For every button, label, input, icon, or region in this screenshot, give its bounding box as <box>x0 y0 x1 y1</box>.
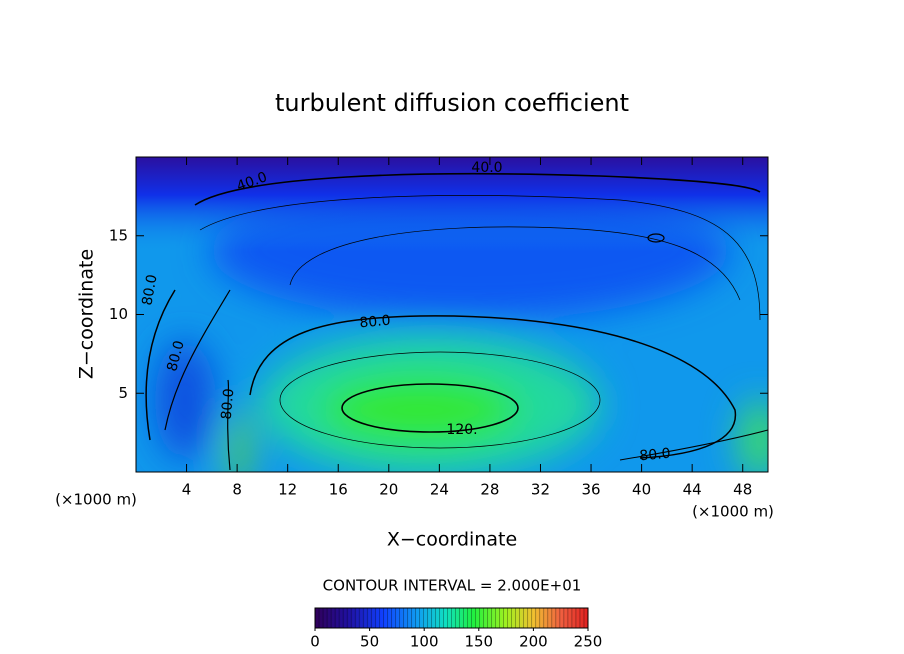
x-tick-label: 24 <box>430 481 449 499</box>
contour-lines <box>145 172 768 471</box>
x-tick-label: 40 <box>632 481 651 499</box>
y-axis-label: Z−coordinate <box>76 249 98 379</box>
x-axis-unit: (×1000 m) <box>692 503 774 521</box>
contour-label: 120. <box>446 422 477 438</box>
contour-label: 80.0 <box>164 339 188 373</box>
x-tick-label: 8 <box>232 481 242 499</box>
x-axis-unit: (×1000 m) <box>55 491 137 509</box>
x-tick-label: 16 <box>329 481 348 499</box>
x-tick-label: 4 <box>182 481 192 499</box>
x-tick-label: 28 <box>480 481 499 499</box>
contour-label: 80.0 <box>359 313 391 332</box>
colorbar-tick-label: 250 <box>574 633 603 651</box>
y-tick-label: 5 <box>118 384 128 402</box>
x-axis-label: X−coordinate <box>387 529 517 551</box>
contour-label: 80.0 <box>219 388 238 420</box>
x-tick-label: 20 <box>379 481 398 499</box>
x-tick-label: 48 <box>733 481 752 499</box>
colorbar-tick-label: 200 <box>519 633 548 651</box>
x-tick-label: 12 <box>278 481 297 499</box>
contour-label: 40.0 <box>471 160 502 176</box>
chart-title: turbulent diffusion coefficient <box>275 89 629 117</box>
colorbar-tick-label: 150 <box>464 633 493 651</box>
y-tick-label: 10 <box>109 305 128 323</box>
contour-label: 80.0 <box>139 273 160 306</box>
field <box>136 157 768 472</box>
colorbar-tick-label: 0 <box>310 633 320 651</box>
x-tick-label: 44 <box>683 481 702 499</box>
colorbar-tick-label: 100 <box>410 633 439 651</box>
contour-label: 80.0 <box>639 446 671 465</box>
colorbar-tick-label: 50 <box>360 633 379 651</box>
y-tick-label: 15 <box>109 226 128 244</box>
contour-interval: CONTOUR INTERVAL = 2.000E+01 <box>323 577 582 595</box>
x-tick-label: 36 <box>581 481 600 499</box>
x-tick-label: 32 <box>531 481 550 499</box>
